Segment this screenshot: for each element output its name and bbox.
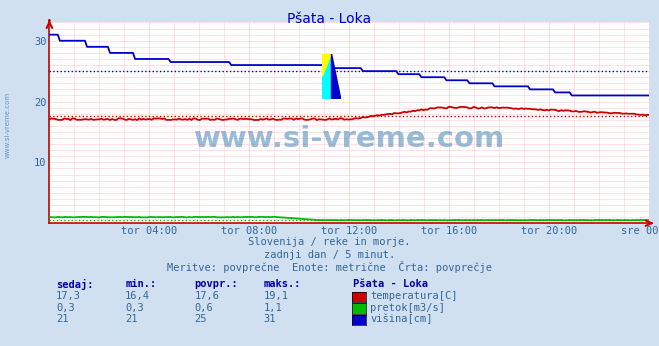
- Text: višina[cm]: višina[cm]: [370, 314, 433, 324]
- Text: 21: 21: [125, 314, 138, 324]
- Text: 25: 25: [194, 314, 207, 324]
- Text: 16,4: 16,4: [125, 291, 150, 301]
- Text: min.:: min.:: [125, 279, 156, 289]
- Text: Meritve: povprečne  Enote: metrične  Črta: povprečje: Meritve: povprečne Enote: metrične Črta:…: [167, 261, 492, 273]
- Text: 17,3: 17,3: [56, 291, 81, 301]
- Text: www.si-vreme.com: www.si-vreme.com: [5, 91, 11, 158]
- Polygon shape: [331, 54, 341, 99]
- Text: Pšata - Loka: Pšata - Loka: [353, 279, 428, 289]
- Text: 17,6: 17,6: [194, 291, 219, 301]
- Text: Slovenija / reke in morje.: Slovenija / reke in morje.: [248, 237, 411, 247]
- Text: maks.:: maks.:: [264, 279, 301, 289]
- Text: 31: 31: [264, 314, 276, 324]
- Text: sedaj:: sedaj:: [56, 279, 94, 290]
- Text: 0,3: 0,3: [125, 303, 144, 313]
- Polygon shape: [322, 54, 331, 76]
- Polygon shape: [322, 76, 331, 99]
- Text: 0,6: 0,6: [194, 303, 213, 313]
- Text: 0,3: 0,3: [56, 303, 74, 313]
- Text: www.si-vreme.com: www.si-vreme.com: [194, 125, 505, 153]
- Text: 19,1: 19,1: [264, 291, 289, 301]
- Text: zadnji dan / 5 minut.: zadnji dan / 5 minut.: [264, 250, 395, 260]
- Text: pretok[m3/s]: pretok[m3/s]: [370, 303, 445, 313]
- Text: povpr.:: povpr.:: [194, 279, 238, 289]
- Text: Pšata - Loka: Pšata - Loka: [287, 12, 372, 26]
- Text: temperatura[C]: temperatura[C]: [370, 291, 458, 301]
- Text: 1,1: 1,1: [264, 303, 282, 313]
- Text: 21: 21: [56, 314, 69, 324]
- Polygon shape: [322, 54, 331, 99]
